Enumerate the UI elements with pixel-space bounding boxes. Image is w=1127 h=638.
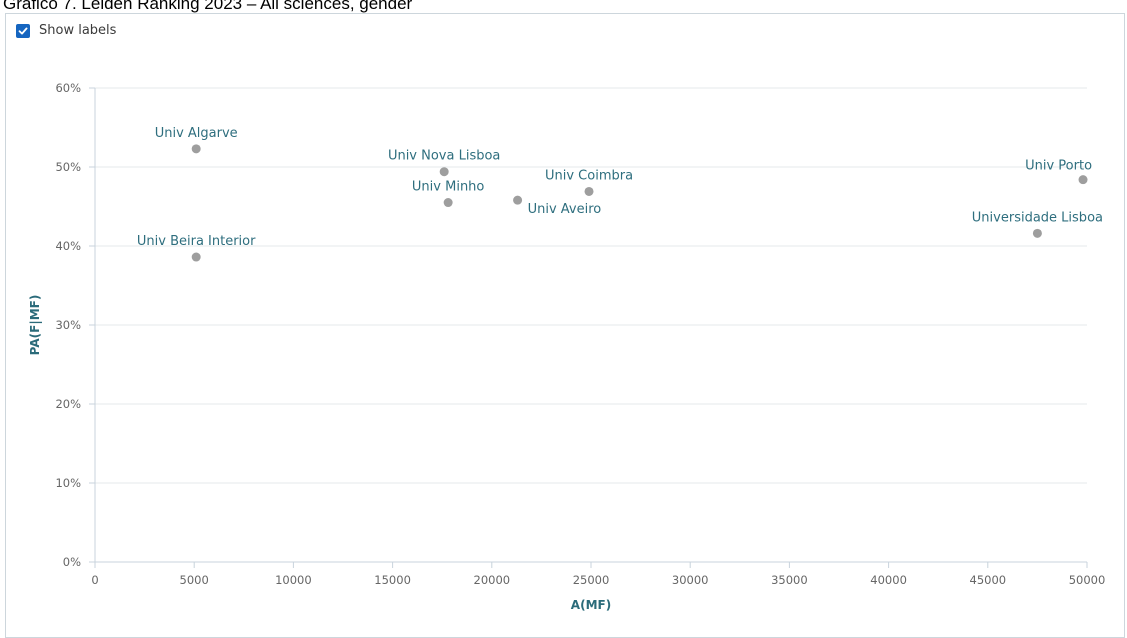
x-tick-label: 25000 bbox=[573, 573, 610, 587]
y-tick-label: 40% bbox=[55, 239, 81, 253]
x-tick-label: 35000 bbox=[771, 573, 808, 587]
x-tick-label: 10000 bbox=[275, 573, 312, 587]
page-caption: Gráfico 7. Leiden Ranking 2023 – All sci… bbox=[3, 0, 413, 13]
y-axis-title: PA(F|MF) bbox=[28, 295, 42, 356]
x-tick-label: 30000 bbox=[672, 573, 709, 587]
x-tick-label: 40000 bbox=[870, 573, 907, 587]
point-labels: Univ Algarve Univ Beira Interior Univ Nova… bbox=[137, 126, 1103, 249]
point-label: Univ Aveiro bbox=[528, 202, 602, 217]
checkmark-icon bbox=[18, 27, 28, 34]
data-point[interactable] bbox=[584, 186, 594, 196]
x-tick-label: 50000 bbox=[1069, 573, 1106, 587]
grid-lines bbox=[95, 87, 1087, 484]
y-tick-label: 10% bbox=[55, 476, 81, 490]
tick-labels: 0% 10% 20% 30% 40% 50% 60% 0 5000 10000 15000 20000… bbox=[55, 81, 1105, 587]
data-point[interactable] bbox=[1078, 175, 1088, 185]
point-label: Univ Coimbra bbox=[545, 168, 633, 183]
show-labels-label: Show labels bbox=[39, 23, 117, 38]
point-label: Universidade Lisboa bbox=[972, 210, 1103, 225]
data-point[interactable] bbox=[439, 167, 449, 177]
point-label: Univ Algarve bbox=[155, 126, 238, 141]
show-labels-checkbox[interactable] bbox=[16, 23, 30, 38]
point-label: Univ Beira Interior bbox=[137, 234, 256, 249]
point-label: Univ Minho bbox=[412, 180, 484, 195]
data-points bbox=[191, 144, 1088, 262]
point-label: Univ Nova Lisboa bbox=[388, 149, 500, 164]
x-tick-label: 20000 bbox=[474, 573, 511, 587]
x-axis-title: A(MF) bbox=[571, 598, 611, 612]
axes bbox=[89, 87, 1088, 568]
point-label: Univ Porto bbox=[1025, 159, 1092, 174]
y-tick-label: 30% bbox=[55, 318, 81, 332]
data-point[interactable] bbox=[443, 198, 453, 208]
data-point[interactable] bbox=[191, 144, 201, 154]
x-tick-label: 0 bbox=[91, 573, 98, 587]
data-point[interactable] bbox=[1032, 228, 1042, 238]
y-tick-label: 60% bbox=[55, 81, 81, 95]
scatter-chart: 0% 10% 20% 30% 40% 50% 60% 0 5000 10000 15000 20000… bbox=[28, 81, 1105, 612]
show-labels-toggle[interactable]: Show labels bbox=[16, 23, 116, 38]
y-tick-label: 20% bbox=[55, 397, 81, 411]
data-point[interactable] bbox=[191, 252, 201, 262]
x-tick-label: 5000 bbox=[180, 573, 209, 587]
x-tick-label: 45000 bbox=[970, 573, 1007, 587]
data-point[interactable] bbox=[513, 195, 523, 205]
y-tick-label: 0% bbox=[63, 555, 81, 569]
x-tick-label: 15000 bbox=[374, 573, 411, 587]
chart-panel: Show labels 0% 10% 20% 30% 40% 50% 60% 0 5000 100… bbox=[5, 13, 1125, 638]
y-tick-label: 50% bbox=[55, 160, 81, 174]
